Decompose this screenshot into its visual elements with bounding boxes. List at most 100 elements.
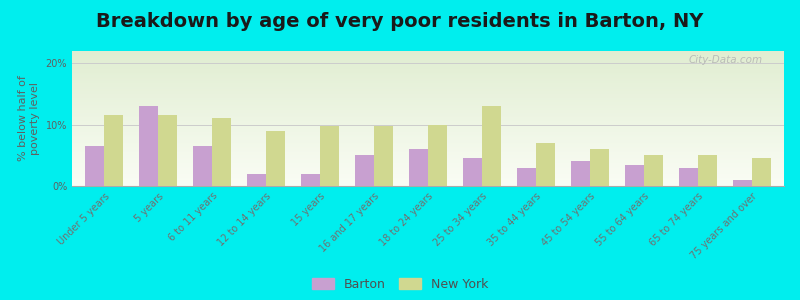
Bar	[72, 147, 784, 148]
Bar	[72, 152, 784, 154]
Bar	[72, 128, 784, 129]
Bar	[72, 78, 784, 79]
Bar	[72, 125, 784, 127]
Bar	[72, 63, 784, 64]
Bar	[72, 162, 784, 163]
Bar	[72, 101, 784, 102]
Bar	[72, 131, 784, 132]
Bar	[72, 133, 784, 135]
Bar	[72, 127, 784, 128]
Bar	[72, 124, 784, 125]
Bar	[266, 131, 285, 186]
Bar	[72, 105, 784, 106]
Bar	[374, 126, 393, 186]
Bar	[72, 82, 784, 83]
Bar	[72, 112, 784, 113]
Bar	[72, 60, 784, 62]
Bar	[72, 64, 784, 66]
Bar	[72, 89, 784, 90]
Bar	[517, 168, 536, 186]
Y-axis label: % below half of
poverty level: % below half of poverty level	[18, 76, 40, 161]
Bar	[72, 95, 784, 97]
Bar	[72, 164, 784, 166]
Bar	[72, 148, 784, 149]
Bar	[644, 155, 662, 186]
Bar	[72, 179, 784, 181]
Bar	[72, 151, 784, 152]
Bar	[72, 183, 784, 184]
Bar	[72, 137, 784, 139]
Bar	[72, 175, 784, 176]
Bar	[72, 58, 784, 59]
Bar	[72, 168, 784, 170]
Bar	[72, 146, 784, 147]
Bar	[72, 184, 784, 186]
Bar	[72, 142, 784, 143]
Bar	[72, 74, 784, 75]
Bar	[72, 149, 784, 151]
Bar	[733, 180, 752, 186]
Bar	[72, 106, 784, 108]
Bar	[72, 154, 784, 155]
Bar	[625, 164, 644, 186]
Bar	[72, 121, 784, 122]
Bar	[72, 102, 784, 104]
Bar	[72, 122, 784, 124]
Bar	[86, 146, 104, 186]
Bar	[302, 174, 320, 186]
Bar	[72, 113, 784, 114]
Bar	[72, 139, 784, 140]
Bar	[72, 110, 784, 112]
Bar	[72, 135, 784, 136]
Bar	[72, 66, 784, 67]
Bar	[247, 174, 266, 186]
Bar	[139, 106, 158, 186]
Bar	[72, 81, 784, 82]
Bar	[72, 163, 784, 164]
Bar	[72, 92, 784, 93]
Bar	[72, 79, 784, 81]
Bar	[72, 85, 784, 86]
Bar	[72, 93, 784, 94]
Bar	[72, 86, 784, 87]
Bar	[536, 143, 554, 186]
Bar	[72, 59, 784, 60]
Bar	[72, 155, 784, 156]
Bar	[72, 166, 784, 167]
Bar	[72, 56, 784, 58]
Bar	[72, 129, 784, 130]
Bar	[72, 75, 784, 76]
Bar	[72, 109, 784, 110]
Bar	[752, 158, 770, 186]
Bar	[194, 146, 212, 186]
Bar	[698, 155, 717, 186]
Bar	[72, 68, 784, 70]
Bar	[72, 170, 784, 171]
Bar	[72, 71, 784, 73]
Bar	[72, 120, 784, 121]
Bar	[355, 155, 374, 186]
Bar	[72, 52, 784, 54]
Bar	[72, 83, 784, 85]
Bar	[72, 159, 784, 160]
Bar	[72, 87, 784, 89]
Bar	[482, 106, 501, 186]
Bar	[72, 176, 784, 178]
Bar	[72, 70, 784, 71]
Bar	[72, 140, 784, 141]
Bar	[72, 54, 784, 55]
Bar	[72, 182, 784, 183]
Bar	[158, 116, 177, 186]
Bar	[72, 158, 784, 159]
Bar	[72, 174, 784, 175]
Bar	[72, 116, 784, 117]
Bar	[320, 126, 339, 186]
Bar	[679, 168, 698, 186]
Bar	[72, 98, 784, 100]
Text: Breakdown by age of very poor residents in Barton, NY: Breakdown by age of very poor residents …	[96, 12, 704, 31]
Bar	[72, 118, 784, 120]
Bar	[72, 97, 784, 98]
Bar	[72, 160, 784, 162]
Legend: Barton, New York: Barton, New York	[312, 278, 488, 291]
Bar	[72, 144, 784, 145]
